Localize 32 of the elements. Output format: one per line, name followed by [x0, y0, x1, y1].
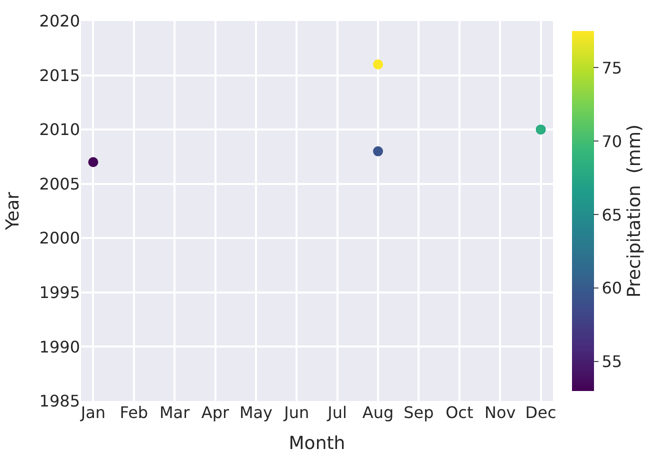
- x-tick-label: Jun: [283, 403, 310, 422]
- y-tick-label: 2015: [39, 66, 80, 85]
- x-tick-label: Oct: [446, 403, 474, 422]
- x-tick-label: Feb: [120, 403, 148, 422]
- point: [373, 146, 384, 156]
- y-tick-label: 1995: [39, 283, 80, 302]
- y-tick-label: 2020: [39, 12, 80, 31]
- y-tick-label: 2005: [39, 174, 80, 194]
- color-bar-title: Precipitation (mm): [624, 124, 646, 298]
- point: [536, 124, 546, 135]
- y-tick-label: 2000: [39, 228, 80, 248]
- x-tick-label: Mar: [159, 403, 190, 422]
- x-axis-title: Month: [288, 433, 346, 454]
- y-tick-label: 2010: [39, 120, 80, 140]
- color-bar-label: 60: [602, 278, 622, 298]
- x-tick-label: Aug: [362, 403, 394, 422]
- point: [373, 59, 384, 70]
- point: [88, 157, 98, 168]
- color-bar-label: 70: [602, 132, 622, 151]
- color-bar-label: 75: [602, 58, 622, 78]
- y-tick-label: 1985: [39, 392, 80, 411]
- x-tick-label: Jan: [80, 403, 106, 422]
- x-tick-label: Sep: [404, 403, 434, 422]
- color-bar-label: 55: [602, 352, 622, 372]
- x-tick-label: May: [239, 403, 273, 422]
- x-tick-label: Apr: [201, 403, 230, 422]
- color-bar-label: 65: [602, 205, 622, 224]
- x-tick-label: Jul: [326, 403, 347, 422]
- x-tick-label: Dec: [525, 403, 556, 422]
- x-tick-label: Nov: [484, 403, 516, 422]
- y-axis-title: Year: [2, 191, 24, 232]
- y-tick-label: 1990: [39, 337, 80, 356]
